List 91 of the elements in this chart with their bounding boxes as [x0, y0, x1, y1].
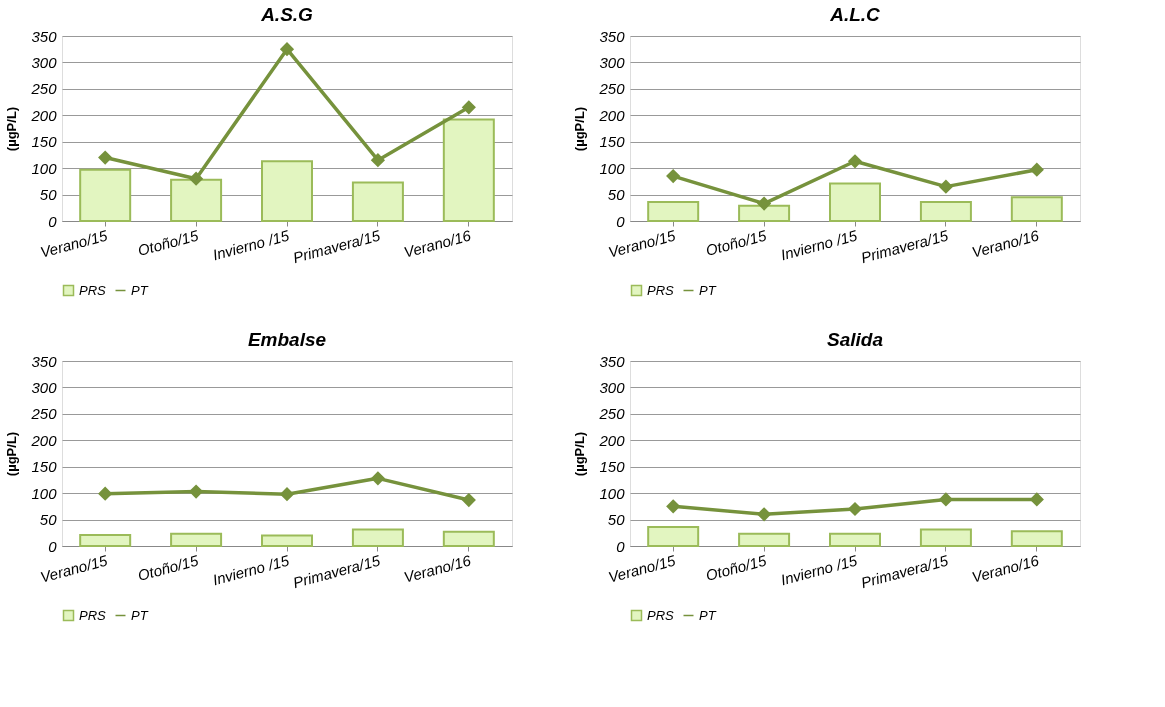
- y-tick-label: 150: [599, 133, 626, 151]
- y-tick-label: 350: [31, 27, 58, 45]
- bar: [647, 525, 700, 547]
- y-axis-title: (µgP/L): [4, 106, 20, 152]
- point: [1030, 163, 1044, 177]
- y-tick-label: 150: [599, 458, 626, 476]
- y-tick-label: 0: [616, 537, 626, 555]
- bar: [351, 181, 404, 222]
- point: [280, 487, 294, 501]
- legend-label: PRS: [79, 607, 107, 623]
- y-tick-label: 250: [598, 405, 626, 423]
- bar: [647, 200, 700, 222]
- point: [98, 150, 112, 165]
- y-tick-label: 100: [31, 484, 58, 502]
- point: [371, 471, 385, 486]
- y-tick-label: 100: [599, 484, 626, 502]
- point: [939, 492, 953, 507]
- bar: [79, 168, 132, 222]
- bar: [738, 532, 791, 547]
- x-tick-label: Otoño/15: [135, 551, 201, 584]
- x-tick-label: Invierno /15: [778, 551, 860, 589]
- y-tick-label: 300: [31, 378, 58, 396]
- y-tick-label: 200: [30, 106, 58, 124]
- point: [189, 484, 203, 499]
- x-tick-label: Otoño/15: [703, 226, 769, 259]
- x-tick-label: Invierno /15: [210, 551, 292, 589]
- y-tick-label: 0: [48, 212, 58, 230]
- point: [462, 100, 476, 115]
- legend-label: PT: [131, 607, 149, 623]
- legend-label: PT: [131, 282, 149, 298]
- legend-label: PRS: [79, 282, 107, 298]
- bar: [170, 178, 223, 222]
- y-tick-label: 200: [30, 431, 58, 449]
- bar: [829, 532, 881, 547]
- legend-label: PT: [699, 607, 717, 623]
- y-tick-label: 350: [31, 352, 58, 370]
- y-tick-label: 200: [598, 106, 626, 124]
- y-tick-label: 100: [31, 159, 58, 177]
- y-tick-label: 300: [599, 378, 626, 396]
- y-tick-label: 150: [31, 458, 58, 476]
- chart-title: Embalse: [247, 329, 327, 350]
- y-tick-label: 50: [39, 186, 58, 204]
- bar: [442, 118, 495, 222]
- y-tick-label: 100: [599, 159, 626, 177]
- point: [666, 169, 680, 183]
- bar: [1010, 530, 1063, 547]
- y-tick-label: 350: [599, 352, 626, 370]
- chart-title: A.S.G: [260, 4, 314, 25]
- y-tick-label: 0: [48, 537, 58, 555]
- point: [757, 507, 771, 521]
- bar: [829, 182, 881, 222]
- point: [98, 486, 112, 501]
- x-tick-label: Invierno /15: [778, 226, 860, 264]
- bar: [919, 200, 972, 222]
- point: [939, 179, 953, 194]
- y-tick-label: 350: [599, 27, 626, 45]
- bar: [261, 160, 313, 222]
- y-axis-title: (µgP/L): [572, 106, 588, 152]
- x-tick-label: Otoño/15: [135, 226, 201, 259]
- y-tick-label: 300: [31, 53, 58, 71]
- x-tick-label: Otoño/15: [703, 551, 769, 584]
- chart-title: Salida: [827, 329, 884, 350]
- point: [280, 42, 294, 56]
- bar: [1010, 196, 1063, 222]
- point: [189, 172, 203, 186]
- point: [757, 196, 771, 211]
- y-tick-label: 0: [616, 212, 626, 230]
- legend-label: PRS: [647, 282, 675, 298]
- point: [371, 153, 385, 167]
- y-tick-label: 200: [598, 431, 626, 449]
- y-axis-title: (µgP/L): [572, 431, 588, 477]
- y-tick-label: 50: [39, 511, 58, 529]
- point: [848, 502, 862, 516]
- x-tick-label: Invierno /15: [210, 226, 292, 264]
- y-tick-label: 50: [607, 511, 626, 529]
- y-axis-title: (µgP/L): [4, 431, 20, 477]
- y-tick-label: 250: [30, 405, 58, 423]
- bar: [738, 204, 791, 222]
- legend-label: PRS: [647, 607, 675, 623]
- point: [462, 493, 476, 507]
- point: [666, 499, 680, 514]
- y-tick-label: 300: [599, 53, 626, 71]
- point: [1030, 492, 1044, 507]
- point: [848, 154, 862, 168]
- bar: [919, 528, 972, 547]
- legend-label: PT: [699, 282, 717, 298]
- y-tick-label: 150: [31, 133, 58, 151]
- y-tick-label: 50: [607, 186, 626, 204]
- y-tick-label: 250: [30, 80, 58, 98]
- chart-title: A.L.C: [829, 4, 881, 25]
- y-tick-label: 250: [598, 80, 626, 98]
